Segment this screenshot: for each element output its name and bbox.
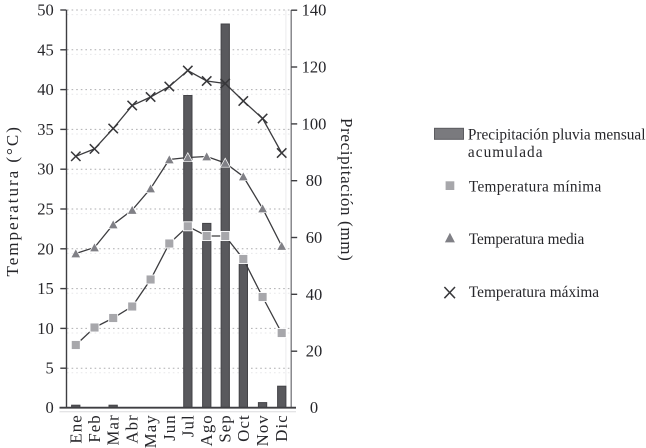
svg-text:Jul: Jul bbox=[178, 414, 197, 437]
svg-text:60: 60 bbox=[306, 228, 323, 247]
svg-text:Precipitación pluvia mensual: Precipitación pluvia mensual bbox=[468, 127, 646, 144]
svg-text:80: 80 bbox=[306, 171, 323, 190]
svg-text:10: 10 bbox=[37, 319, 54, 338]
svg-text:Nov: Nov bbox=[253, 414, 272, 446]
svg-text:0: 0 bbox=[310, 398, 318, 417]
svg-text:Temperatura media: Temperatura media bbox=[469, 231, 585, 248]
svg-text:Temperatura (°C): Temperatura (°C) bbox=[3, 125, 22, 276]
svg-text:25: 25 bbox=[37, 200, 54, 219]
svg-text:35: 35 bbox=[37, 120, 54, 139]
svg-text:Dic: Dic bbox=[272, 414, 291, 442]
svg-text:Abr: Abr bbox=[123, 414, 142, 443]
svg-text:120: 120 bbox=[302, 58, 327, 77]
svg-text:20: 20 bbox=[37, 239, 54, 258]
svg-text:May: May bbox=[141, 414, 160, 448]
svg-text:0: 0 bbox=[46, 398, 54, 417]
svg-text:Oct: Oct bbox=[234, 414, 253, 442]
svg-text:Temperatura máxima: Temperatura máxima bbox=[469, 284, 599, 301]
svg-text:15: 15 bbox=[37, 279, 54, 298]
svg-text:5: 5 bbox=[46, 359, 54, 378]
svg-text:140: 140 bbox=[302, 1, 327, 20]
svg-text:45: 45 bbox=[37, 40, 54, 59]
svg-text:Jun: Jun bbox=[160, 414, 179, 441]
svg-text:20: 20 bbox=[306, 342, 323, 361]
svg-text:50: 50 bbox=[37, 1, 54, 20]
svg-text:Sep: Sep bbox=[216, 414, 235, 442]
svg-text:Ago: Ago bbox=[197, 414, 216, 446]
svg-text:40: 40 bbox=[37, 80, 54, 99]
svg-text:30: 30 bbox=[37, 160, 54, 179]
svg-text:100: 100 bbox=[302, 114, 327, 133]
svg-text:Precipitación (mm): Precipitación (mm) bbox=[337, 118, 356, 261]
svg-text:Temperatura mínima: Temperatura mínima bbox=[469, 179, 602, 196]
svg-text:40: 40 bbox=[306, 285, 323, 304]
svg-text:acumulada: acumulada bbox=[468, 144, 544, 161]
svg-text:Mar: Mar bbox=[104, 414, 123, 445]
svg-text:Feb: Feb bbox=[85, 414, 104, 442]
svg-text:Ene: Ene bbox=[66, 414, 85, 443]
